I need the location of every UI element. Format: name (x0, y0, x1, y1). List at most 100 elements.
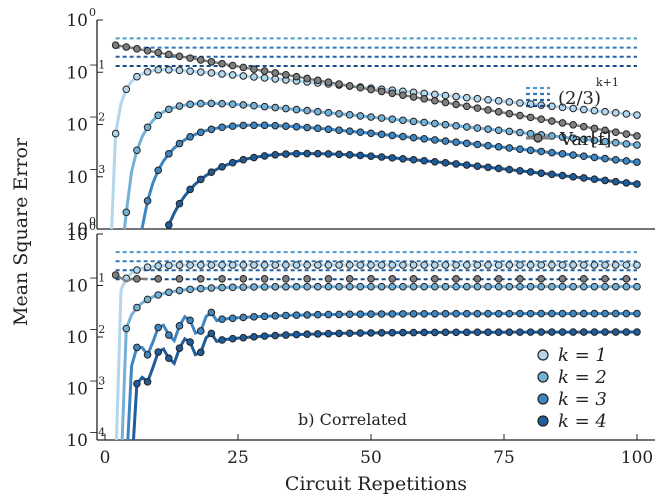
legend-bound-label: (2/3) (558, 88, 601, 109)
point-k4 (473, 328, 482, 337)
point-k4 (611, 177, 620, 186)
point-k4 (505, 165, 514, 174)
y-tick-label: 10 (66, 63, 88, 83)
point-k1 (431, 261, 439, 269)
point-k3 (558, 150, 567, 158)
point-k2 (377, 282, 386, 291)
point-k3 (431, 136, 439, 144)
point-k1 (314, 261, 322, 269)
variance-point (292, 72, 301, 81)
point-k2 (431, 119, 439, 128)
y-tick-exponent: 0 (89, 220, 96, 233)
variance-point (409, 274, 418, 283)
point-k2 (196, 284, 205, 293)
point-k4 (516, 166, 524, 175)
point-k1 (377, 261, 386, 269)
point-k3 (399, 310, 407, 318)
point-k2 (165, 288, 173, 297)
point-k4 (356, 329, 365, 337)
variance-point (420, 95, 429, 103)
point-k1 (165, 261, 173, 270)
variance-point (633, 132, 641, 140)
y-tick-label: 10 (66, 380, 88, 400)
point-k3 (409, 133, 418, 142)
point-k1 (452, 92, 460, 101)
point-k4 (409, 155, 418, 164)
point-k4 (292, 149, 301, 158)
point-k2 (420, 282, 429, 291)
x-axis-ticks: 0 25 50 75 100 (100, 434, 653, 468)
point-k3 (633, 158, 641, 166)
point-k3 (484, 141, 492, 150)
point-k4 (154, 348, 162, 356)
variance-point (314, 76, 322, 85)
point-k2 (143, 123, 152, 132)
point-k1 (228, 261, 237, 269)
variance-point (526, 113, 535, 122)
point-k1 (452, 261, 460, 269)
point-k4 (420, 328, 429, 337)
y-axis-label: Mean Square Error (10, 137, 32, 326)
point-k3 (431, 309, 439, 318)
point-k3 (473, 140, 482, 149)
bottom-legend: k = 1 k = 2 k = 3 k = 4 (537, 345, 607, 432)
point-k2 (324, 108, 333, 117)
point-k4 (303, 330, 311, 339)
x-tick-label: 75 (493, 448, 515, 468)
variance-point (452, 100, 460, 109)
point-k3 (271, 312, 280, 320)
point-k1 (260, 74, 269, 82)
variance-point (516, 274, 524, 283)
point-k3 (303, 311, 311, 319)
point-k3 (388, 310, 397, 318)
point-k1 (207, 69, 216, 77)
point-k2 (388, 282, 397, 291)
point-k3 (207, 125, 216, 134)
point-k3 (420, 309, 429, 318)
point-k1 (484, 95, 492, 104)
point-k1 (356, 261, 365, 269)
legend-k1-label: k = 1 (558, 345, 607, 366)
point-k3 (282, 311, 290, 320)
point-k2 (441, 282, 450, 291)
x-tick-label: 25 (227, 448, 249, 468)
point-k4 (590, 175, 599, 183)
variance-point (154, 274, 162, 283)
point-k3 (345, 127, 354, 136)
point-k4 (196, 348, 205, 357)
variance-point (335, 80, 343, 88)
point-k4 (590, 328, 599, 336)
point-k3 (260, 312, 269, 321)
variance-point (228, 61, 237, 70)
variance-point (133, 45, 141, 53)
variance-point (250, 65, 258, 74)
point-k2 (207, 99, 216, 108)
point-k1 (250, 261, 258, 269)
point-k1 (250, 73, 258, 81)
point-k4 (260, 332, 269, 340)
variance-point (537, 115, 546, 124)
point-k1 (462, 261, 471, 269)
point-k3 (218, 123, 226, 132)
point-k4 (548, 328, 556, 336)
point-k2 (590, 282, 599, 291)
point-k4 (537, 328, 546, 336)
variance-point (175, 52, 184, 61)
x-tick-label: 0 (100, 448, 111, 468)
point-k3 (526, 146, 535, 155)
point-k2 (143, 295, 152, 304)
point-k4 (314, 330, 322, 338)
point-k4 (335, 329, 343, 338)
point-k1 (409, 261, 418, 269)
variance-point (111, 271, 120, 279)
point-k1 (548, 261, 556, 269)
point-k1 (399, 261, 407, 269)
point-k2 (526, 129, 535, 138)
variance-point (345, 274, 354, 283)
point-k2 (345, 111, 354, 119)
point-k4 (494, 328, 503, 336)
point-k3 (143, 350, 152, 359)
point-k3 (484, 309, 492, 318)
point-k2 (473, 124, 482, 132)
point-k1 (133, 266, 141, 274)
